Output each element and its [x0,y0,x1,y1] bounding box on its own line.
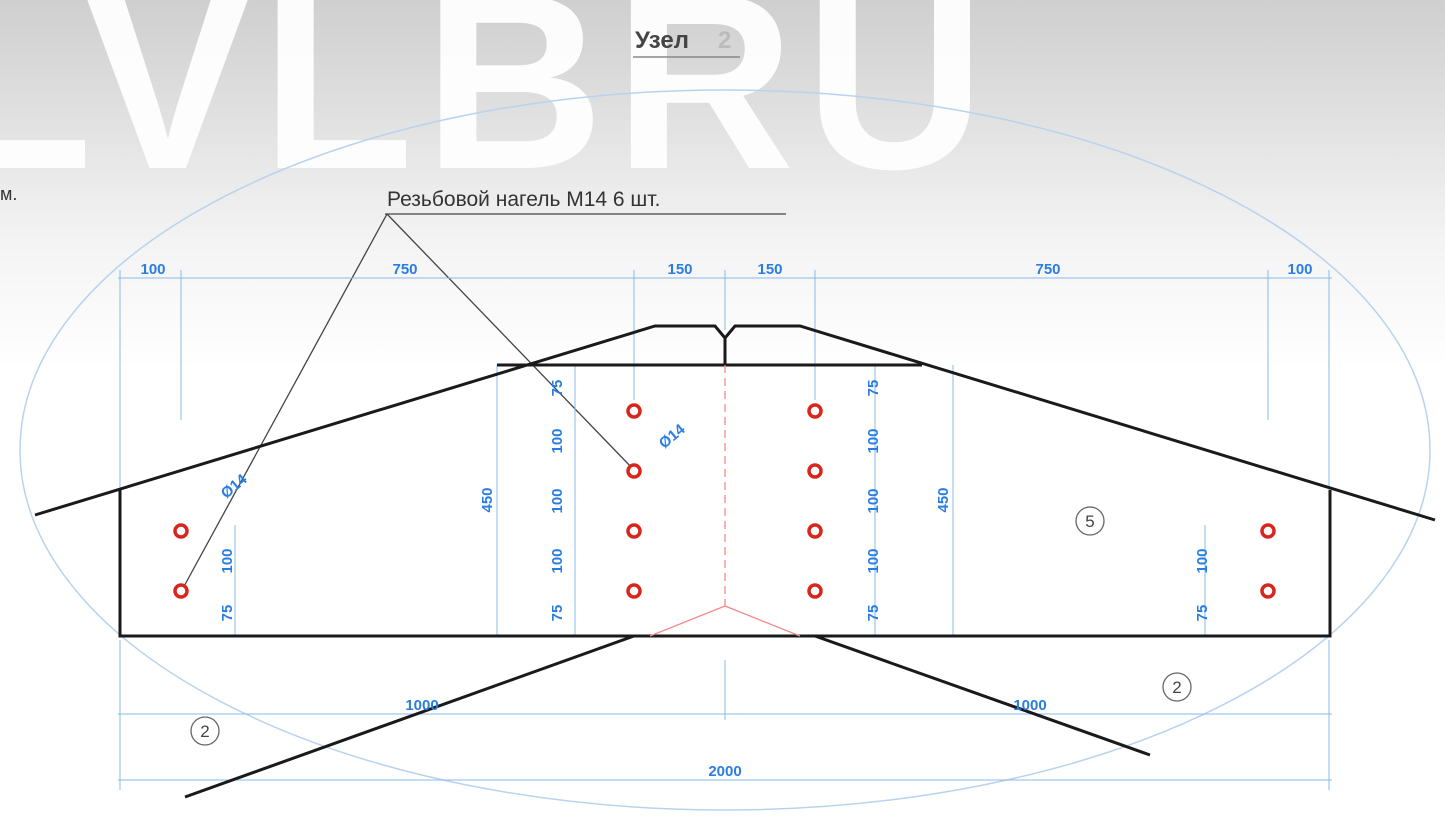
dimension-label: 100 [1287,261,1312,278]
dimension-label: 75 [1194,605,1211,622]
dimension-label: 150 [667,261,692,278]
dimension-label: 100 [865,428,882,453]
dimension-label: 150 [757,261,782,278]
dimension-label: 75 [549,605,566,622]
dimension-label: 100 [865,488,882,513]
dimension-label: 100 [1194,548,1211,573]
bolt [628,405,640,417]
dimension-label: 450 [479,487,496,512]
position-mark: 5 [1085,512,1094,531]
bolt [809,525,821,537]
bolt [809,405,821,417]
position-mark: 2 [1172,678,1181,697]
dimension-label: 100 [549,548,566,573]
dimension-label: 75 [549,380,566,397]
dimension-label: 450 [935,487,952,512]
text-fragment: м. [0,184,17,204]
callout: Резьбовой нагель М14 6 шт. [387,188,660,211]
dimension-label: 75 [865,380,882,397]
dimension-label: 750 [392,261,417,278]
bolt [1262,585,1274,597]
dimension-label: 2000 [708,763,741,780]
dimension-label: 100 [219,548,236,573]
position-mark: 2 [200,722,209,741]
drawing: LVLBRU Узел 2 м. Резьбовой нагель М14 6 … [0,0,1445,817]
dimension-label: 1000 [1013,697,1046,714]
dimension-label: 100 [865,548,882,573]
dimension-label: 75 [219,605,236,622]
dimension-label: 100 [549,488,566,513]
bolt [175,525,187,537]
bolt [1262,525,1274,537]
bolt [628,465,640,477]
dimension-label: 1000 [405,697,438,714]
dimension-label: 75 [865,605,882,622]
bolt [175,585,187,597]
bolt [809,585,821,597]
page: LVLBRU Узел 2 м. Резьбовой нагель М14 6 … [0,0,1445,817]
bolt [809,465,821,477]
dimension-label: 100 [549,428,566,453]
dimension-label: 100 [140,261,165,278]
dimension-label: 750 [1035,261,1060,278]
bolt [628,585,640,597]
bolt [628,525,640,537]
title: Узел [635,27,689,54]
title-number: 2 [718,27,731,54]
